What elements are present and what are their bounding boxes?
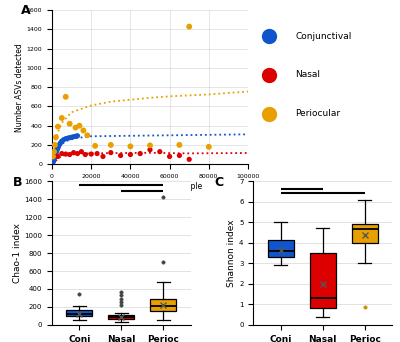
Point (66, 152, 73, 157)
Point (166, 154, 173, 159)
Point (66, 135, 73, 141)
Point (137, 151, 144, 156)
Point (72, 133, 79, 139)
Point (84, 133, 90, 138)
Point (70, 150, 77, 155)
Point (76, 123, 83, 129)
Point (82, 152, 88, 157)
Point (147, 143, 153, 148)
PathPatch shape (108, 315, 134, 319)
Point (108, 142, 114, 148)
Point (176, 142, 183, 148)
Point (68, 134, 75, 140)
Point (55, 144, 62, 149)
Point (58, 140, 64, 145)
Point (74, 133, 81, 139)
Point (74, 151, 81, 156)
Point (66, 121, 73, 127)
Point (51, 149, 57, 154)
Point (94, 151, 100, 156)
Point (92, 143, 98, 149)
Point (52, 151, 58, 157)
Point (59, 138, 65, 144)
Point (50, 159, 56, 164)
Text: Periocular: Periocular (295, 109, 340, 118)
Point (127, 152, 134, 157)
Text: B: B (13, 175, 23, 188)
Point (100, 154, 106, 159)
Point (50, 160, 56, 165)
Point (57, 141, 63, 147)
Point (51, 156, 57, 161)
Point (51, 154, 58, 159)
Point (127, 144, 134, 149)
Point (64, 135, 71, 141)
Point (62, 151, 69, 157)
Text: C: C (214, 175, 224, 188)
Point (59, 115, 65, 121)
Point (108, 150, 114, 155)
Point (49, 160, 56, 166)
Point (52, 153, 58, 158)
Point (78, 149, 85, 154)
PathPatch shape (150, 299, 176, 311)
Text: Nasal: Nasal (295, 70, 320, 79)
Point (55, 145, 61, 150)
Point (54, 147, 60, 153)
Point (52, 142, 58, 148)
Point (88, 151, 94, 157)
PathPatch shape (310, 253, 336, 308)
Point (176, 153, 183, 158)
Point (118, 153, 124, 158)
Point (56, 143, 62, 148)
Point (53, 150, 59, 155)
Point (186, 157, 192, 162)
Y-axis label: Chao-1 index: Chao-1 index (12, 223, 22, 283)
Point (72, 125, 79, 130)
Point (53, 149, 60, 154)
Point (80, 128, 86, 133)
Point (51, 155, 57, 161)
Point (206, 144, 212, 149)
Point (52, 150, 59, 156)
Y-axis label: Number ASVs detected: Number ASVs detected (15, 43, 24, 132)
Point (50, 157, 57, 163)
Point (55, 124, 61, 129)
Point (50, 157, 57, 162)
PathPatch shape (268, 240, 294, 257)
Point (147, 147, 153, 153)
Point (52, 152, 58, 157)
Point (52, 151, 59, 156)
PathPatch shape (66, 310, 92, 316)
Point (54, 146, 61, 152)
Y-axis label: Shannon index: Shannon index (227, 219, 236, 287)
Point (62, 136, 69, 141)
Point (52, 152, 58, 158)
X-axis label: Number sequences/sample: Number sequences/sample (98, 182, 202, 190)
Point (55, 154, 61, 159)
Point (50, 159, 56, 165)
Point (62, 94, 69, 100)
Point (70, 134, 77, 140)
Text: A: A (21, 4, 30, 17)
Point (53, 134, 59, 140)
Text: Conjunctival: Conjunctival (295, 31, 352, 41)
Point (186, 24, 192, 29)
Point (50, 158, 56, 163)
Point (51, 155, 58, 160)
Point (59, 151, 65, 156)
PathPatch shape (352, 224, 378, 243)
Point (50, 154, 56, 159)
Point (157, 149, 163, 154)
Point (60, 137, 67, 142)
Point (54, 148, 60, 154)
Point (49, 160, 56, 166)
